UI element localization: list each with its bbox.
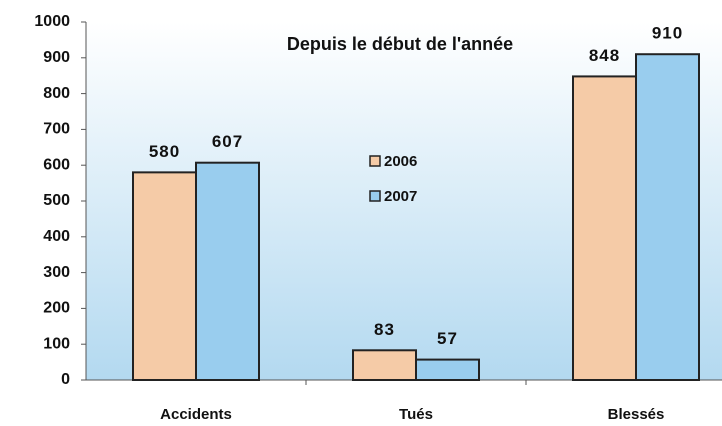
bar <box>352 349 417 382</box>
y-tick-label: 700 <box>43 121 70 138</box>
data-label: 910 <box>652 24 683 43</box>
data-label: 607 <box>212 132 243 151</box>
y-tick-label: 100 <box>43 335 70 352</box>
x-tick-label: Blessés <box>608 406 665 423</box>
y-tick-label: 900 <box>43 49 70 66</box>
legend-label: 2006 <box>384 153 417 170</box>
y-tick-label: 1000 <box>34 13 70 30</box>
y-tick-label: 0 <box>61 371 70 388</box>
y-tick-label: 500 <box>43 192 70 209</box>
legend-label: 2007 <box>384 188 417 205</box>
data-label: 83 <box>374 320 395 339</box>
y-tick-label: 200 <box>43 300 70 317</box>
x-tick-label: Tués <box>399 406 433 423</box>
y-tick-label: 300 <box>43 264 70 281</box>
data-label: 848 <box>589 46 620 65</box>
legend-swatch <box>369 190 381 202</box>
data-label: 580 <box>149 142 180 161</box>
bar <box>572 75 637 382</box>
y-tick-label: 400 <box>43 228 70 245</box>
bar <box>132 171 197 381</box>
x-tick-label: Accidents <box>160 406 232 423</box>
bar <box>415 358 480 381</box>
chart-title: Depuis le début de l'année <box>287 34 513 54</box>
bar <box>635 53 700 381</box>
y-tick-label: 800 <box>43 85 70 102</box>
bar <box>195 161 260 381</box>
data-label: 57 <box>437 329 458 348</box>
y-tick-label: 600 <box>43 156 70 173</box>
legend-swatch <box>369 155 381 167</box>
